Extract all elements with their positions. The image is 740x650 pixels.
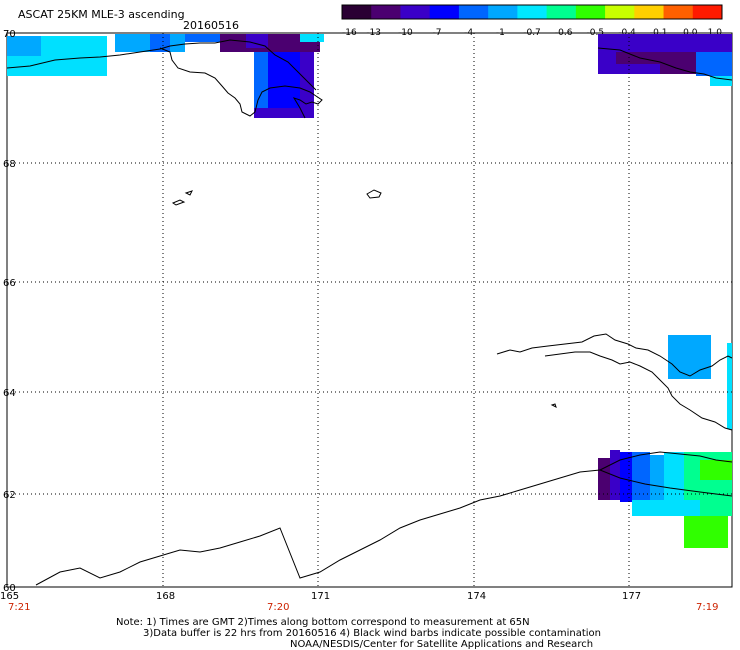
coastline-alaska-south bbox=[35, 469, 601, 586]
gridlines bbox=[7, 33, 732, 587]
colorbar-swatch bbox=[605, 5, 635, 19]
data-swath-right-middle bbox=[668, 335, 732, 429]
data-swath-bottom-right bbox=[598, 450, 732, 548]
swath-cell bbox=[650, 455, 664, 505]
coastline-north-west bbox=[6, 42, 215, 69]
data-swath-top-left bbox=[7, 34, 324, 118]
lat-label: 68 bbox=[3, 159, 16, 170]
swath-cell bbox=[7, 36, 41, 56]
swath-cell bbox=[700, 500, 732, 516]
colorbar-swatch bbox=[575, 5, 606, 19]
island bbox=[184, 190, 193, 196]
lat-label: 70 bbox=[3, 29, 16, 40]
lon-label: 177 bbox=[622, 591, 641, 602]
swath-cell bbox=[700, 460, 732, 480]
lon-label: 168 bbox=[156, 591, 175, 602]
coastlines bbox=[6, 39, 733, 586]
swath-cell bbox=[668, 335, 711, 379]
note-line-1: Note: 1) Times are GMT 2)Times along bot… bbox=[116, 617, 530, 628]
note-line-2: 3)Data buffer is 22 hrs from 20160516 4)… bbox=[143, 628, 601, 639]
swath-cell bbox=[710, 76, 732, 86]
coastline-chukotka-north bbox=[214, 39, 317, 91]
colorbar-swatch bbox=[371, 5, 401, 19]
swath-cell bbox=[254, 52, 268, 108]
map-title: ASCAT 25KM MLE-3 ascending bbox=[18, 8, 185, 21]
swath-cell bbox=[664, 452, 684, 510]
coastline-north-east bbox=[597, 47, 733, 81]
colorbar-swatch bbox=[488, 5, 518, 19]
colorbar-frame bbox=[341, 4, 723, 20]
map-frame bbox=[6, 32, 733, 588]
swath-cell bbox=[632, 452, 650, 502]
colorbar-swatch bbox=[342, 5, 372, 19]
lat-label: 66 bbox=[3, 278, 16, 289]
swath-cell bbox=[185, 34, 225, 42]
swath-cell bbox=[220, 34, 320, 52]
data-swath-top-right bbox=[598, 34, 732, 86]
colorbar-swatch bbox=[546, 5, 577, 19]
coastline-yukon-delta bbox=[599, 469, 733, 497]
time-labels: 7:21 7:20 7:19 bbox=[8, 602, 718, 613]
swath-cell bbox=[696, 52, 732, 76]
swath-cell bbox=[300, 52, 314, 118]
map-date: 20160516 bbox=[183, 19, 239, 32]
colorbar-swatch bbox=[400, 5, 431, 19]
lon-label: 174 bbox=[467, 591, 486, 602]
swath-cell bbox=[727, 343, 732, 429]
swath-cell bbox=[300, 34, 324, 42]
lon-label: 165 bbox=[0, 591, 19, 602]
island bbox=[171, 199, 186, 206]
lon-labels: 165 168 171 174 177 bbox=[0, 591, 641, 602]
swath-cell bbox=[246, 34, 268, 48]
note-line-3: NOAA/NESDIS/Center for Satellite Applica… bbox=[290, 639, 594, 650]
lat-label: 64 bbox=[3, 388, 16, 399]
colorbar-swatch bbox=[692, 5, 723, 19]
time-label: 7:20 bbox=[267, 602, 289, 613]
swath-cell bbox=[254, 108, 314, 118]
swath-cell bbox=[684, 516, 728, 548]
lat-label: 62 bbox=[3, 490, 16, 501]
time-label: 7:21 bbox=[8, 602, 30, 613]
coastline-alaska-west bbox=[599, 451, 733, 471]
colorbar-swatch bbox=[634, 5, 665, 19]
swath-cell bbox=[610, 450, 620, 500]
colorbar-swatch bbox=[517, 5, 548, 19]
colorbar-swatch bbox=[663, 5, 694, 19]
time-label: 7:19 bbox=[696, 602, 718, 613]
colorbar-swatch bbox=[458, 5, 489, 19]
swath-cell bbox=[616, 52, 696, 64]
swath-cell bbox=[598, 458, 610, 500]
lon-label: 171 bbox=[311, 591, 330, 602]
lat-label: 60 bbox=[3, 583, 16, 594]
island bbox=[366, 189, 382, 199]
lat-labels: 70 68 66 64 62 60 bbox=[3, 29, 16, 594]
island bbox=[550, 403, 557, 408]
coastline-seward-south bbox=[544, 351, 733, 431]
coastline-seward bbox=[496, 333, 733, 377]
colorbar-swatch bbox=[429, 5, 460, 19]
coastline-chukotka bbox=[159, 47, 323, 119]
